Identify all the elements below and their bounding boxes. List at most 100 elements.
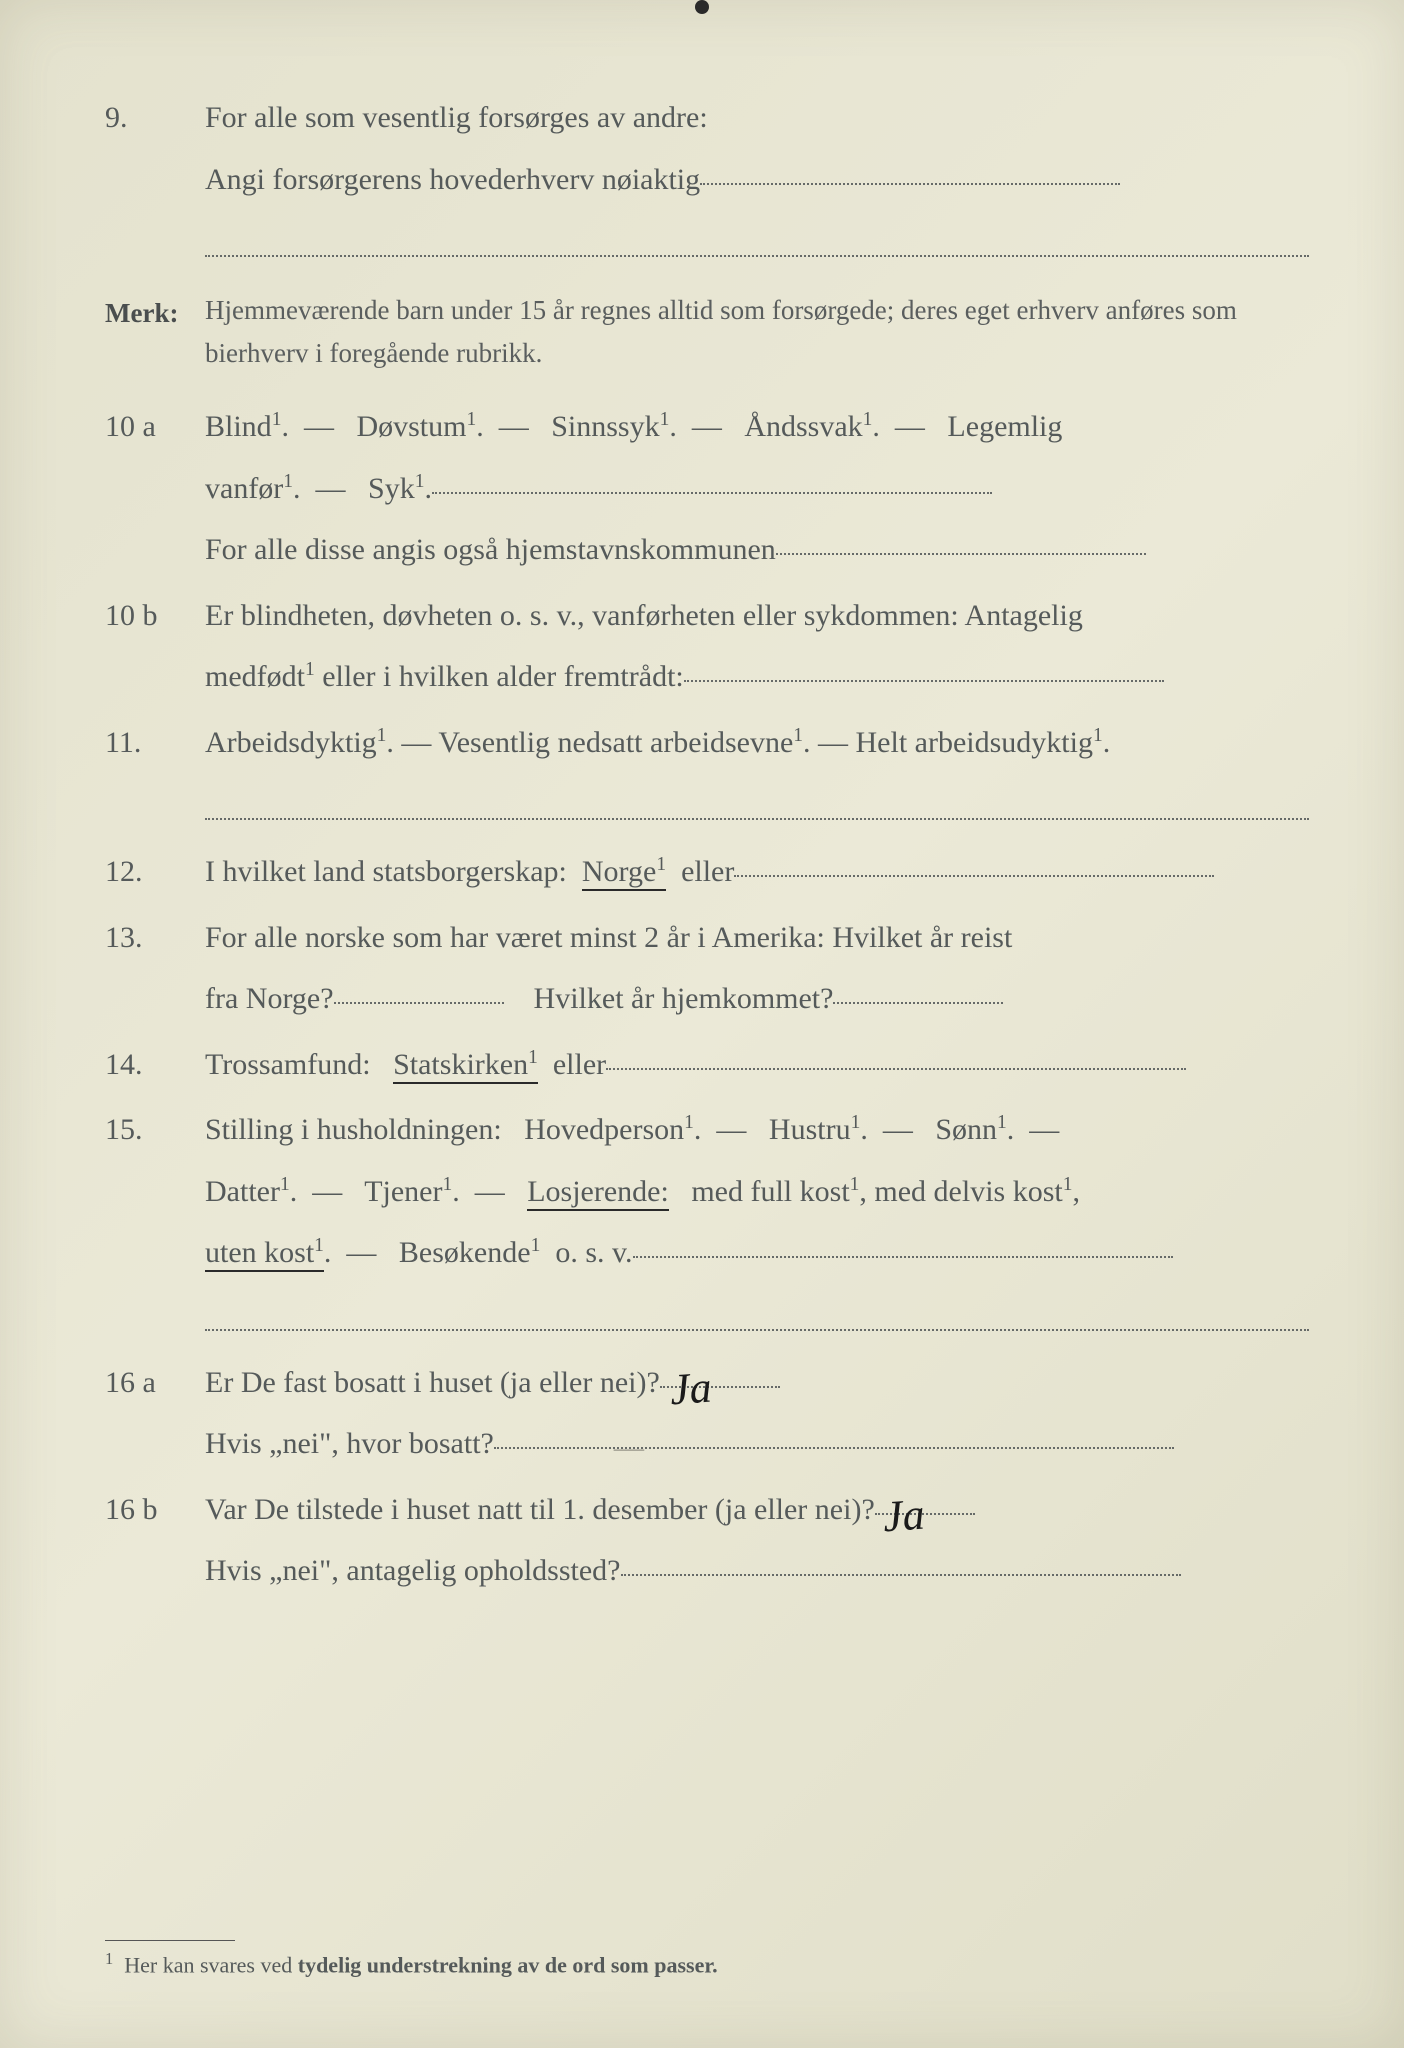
question-13: 13. For alle norske som har været minst … (105, 910, 1309, 1027)
answer-16a: Ja (667, 1347, 714, 1431)
opt-dovstum: Døvstum (356, 410, 466, 443)
q11-number: 11. (105, 715, 205, 821)
opt-arbeidsdyktig: Arbeidsdyktig (205, 726, 377, 759)
fill-line[interactable] (776, 553, 1146, 555)
fill-line[interactable] (833, 1002, 1003, 1004)
q13-number: 13. (105, 910, 205, 1027)
opt-syk: Syk (368, 472, 415, 505)
question-11: 11. Arbeidsdyktig1. — Vesentlig nedsatt … (105, 715, 1309, 821)
opt-losjerende: Losjerende: (527, 1175, 669, 1211)
q10b-line2b: eller i hvilken alder fremtrådt: (322, 660, 684, 693)
q16a-line2: Hvis „nei", hvor bosatt?— (205, 1416, 1309, 1472)
q10a-line1: Blind1. — Døvstum1. — Sinnssyk1. — Åndss… (205, 399, 1309, 455)
q12-text: I hvilket land statsborgerskap: (205, 855, 567, 888)
q15-number: 15. (105, 1102, 205, 1331)
opt-andssvak: Åndssvak (744, 410, 862, 443)
q13-line2: fra Norge? Hvilket år hjemkommet? (205, 971, 1309, 1027)
q15-body: Stilling i husholdningen: Hovedperson1. … (205, 1102, 1309, 1331)
q10b-body: Er blindheten, døvheten o. s. v., vanfør… (205, 588, 1309, 705)
q16b-number: 16 b (105, 1482, 205, 1599)
q16b-line2: Hvis „nei", antagelig opholdssted? (205, 1543, 1309, 1599)
opt-hustru: Hustru (769, 1113, 851, 1146)
q15-line3: uten kost1. — Besøkende1 o. s. v. (205, 1225, 1309, 1281)
footnote-marker: 1 (105, 1949, 113, 1968)
footnote-rule (105, 1940, 235, 1941)
fill-line[interactable] (621, 1574, 1181, 1576)
q9-line1: For alle som vesentlig forsørges av andr… (205, 90, 1309, 146)
question-14: 14. Trossamfund: Statskirken1 eller (105, 1037, 1309, 1093)
fill-line-full[interactable] (205, 784, 1309, 820)
fill-line[interactable] (432, 492, 992, 494)
q16a-line1: Er De fast bosatt i huset (ja eller nei)… (205, 1355, 1309, 1411)
q16b-body: Var De tilstede i huset natt til 1. dese… (205, 1482, 1309, 1599)
merk-text: Hjemmeværende barn under 15 år regnes al… (205, 289, 1309, 375)
fill-line[interactable]: Ja (875, 1513, 975, 1515)
q10a-body: Blind1. — Døvstum1. — Sinnssyk1. — Åndss… (205, 399, 1309, 578)
opt-blind: Blind (205, 410, 272, 443)
opt-hovedperson: Hovedperson (524, 1113, 684, 1146)
binding-hole (695, 0, 709, 14)
footnote-b: tydelig understrekning av de ord som pas… (298, 1952, 718, 1977)
question-12: 12. I hvilket land statsborgerskap: Norg… (105, 844, 1309, 900)
q14-number: 14. (105, 1037, 205, 1093)
census-form-page: 9. For alle som vesentlig forsørges av a… (0, 0, 1404, 2048)
opt-sinnssyk: Sinnssyk (551, 410, 659, 443)
q13-body: For alle norske som har været minst 2 år… (205, 910, 1309, 1027)
fill-line[interactable] (684, 680, 1164, 682)
opt-tjener: Tjener (364, 1175, 442, 1208)
fill-line[interactable]: Ja (660, 1386, 780, 1388)
q16b-sub: Hvis „nei", antagelig opholdssted? (205, 1554, 621, 1587)
q16a-number: 16 a (105, 1355, 205, 1472)
fill-line[interactable] (606, 1068, 1186, 1070)
opt-uten-kost: uten kost1 (205, 1236, 324, 1272)
footnote-a: Her kan svares ved (124, 1952, 292, 1977)
q10a-line3: For alle disse angis også hjemstavnskomm… (205, 533, 776, 566)
q15-line1a: Stilling i husholdningen: (205, 1113, 502, 1146)
opt-udyktig: Helt arbeidsudyktig (856, 726, 1093, 759)
opt-datter: Datter (205, 1175, 280, 1208)
q12-number: 12. (105, 844, 205, 900)
q15-osv: o. s. v. (555, 1236, 632, 1269)
question-15: 15. Stilling i husholdningen: Hovedperso… (105, 1102, 1309, 1331)
fill-line[interactable] (700, 183, 1120, 185)
merk-note: Merk: Hjemmeværende barn under 15 år reg… (105, 289, 1309, 375)
merk-label: Merk: (105, 289, 205, 375)
question-10a: 10 a Blind1. — Døvstum1. — Sinnssyk1. — … (105, 399, 1309, 578)
q14-body: Trossamfund: Statskirken1 eller (205, 1037, 1309, 1093)
q10b-number: 10 b (105, 588, 205, 705)
opt-norge: Norge1 (582, 855, 666, 891)
q10b-line2: medfødt1 eller i hvilken alder fremtrådt… (205, 649, 1309, 705)
q13-line2a: fra Norge? (205, 982, 334, 1015)
opt-besokende: Besøkende (399, 1236, 531, 1269)
question-9: 9. For alle som vesentlig forsørges av a… (105, 90, 1309, 257)
fill-line[interactable]: — (494, 1447, 1174, 1449)
opt-medfodt: medfødt (205, 660, 305, 693)
q15-line2: Datter1. — Tjener1. — Losjerende: med fu… (205, 1164, 1309, 1220)
q9-line2-wrap: Angi forsørgerens hovederhverv nøiaktig (205, 152, 1309, 208)
fill-line[interactable] (734, 875, 1214, 877)
q16a-body: Er De fast bosatt i huset (ja eller nei)… (205, 1355, 1309, 1472)
fill-line-full[interactable] (205, 221, 1309, 257)
q10a-line2: vanfør1. — Syk1. (205, 461, 1309, 517)
opt-nedsatt: Vesentlig nedsatt arbeidsevne (438, 726, 793, 759)
q16b-line1: Var De tilstede i huset natt til 1. dese… (205, 1482, 1309, 1538)
fill-line[interactable] (633, 1256, 1173, 1258)
opt-vanfor: vanfør (205, 472, 283, 505)
q9-number: 9. (105, 90, 205, 257)
fill-line[interactable] (334, 1002, 504, 1004)
q12-body: I hvilket land statsborgerskap: Norge1 e… (205, 844, 1309, 900)
q15-line1: Stilling i husholdningen: Hovedperson1. … (205, 1102, 1309, 1158)
q10a-line3-wrap: For alle disse angis også hjemstavnskomm… (205, 522, 1309, 578)
opt-sonn: Sønn (935, 1113, 997, 1146)
footnote-text: 1 Her kan svares ved tydelig understrekn… (105, 1949, 1309, 1978)
opt-legemlig: Legemlig (947, 410, 1062, 443)
opt-delvis-kost: med delvis kost (874, 1175, 1062, 1208)
q10b-line1: Er blindheten, døvheten o. s. v., vanfør… (205, 588, 1309, 644)
fill-line-full[interactable] (205, 1295, 1309, 1331)
q16b-q: Var De tilstede i huset natt til 1. dese… (205, 1493, 875, 1526)
question-10b: 10 b Er blindheten, døvheten o. s. v., v… (105, 588, 1309, 705)
footnote-area: 1 Her kan svares ved tydelig understrekn… (105, 1900, 1309, 1978)
question-16a: 16 a Er De fast bosatt i huset (ja eller… (105, 1355, 1309, 1472)
answer-16b: Ja (880, 1474, 927, 1558)
q10a-number: 10 a (105, 399, 205, 578)
